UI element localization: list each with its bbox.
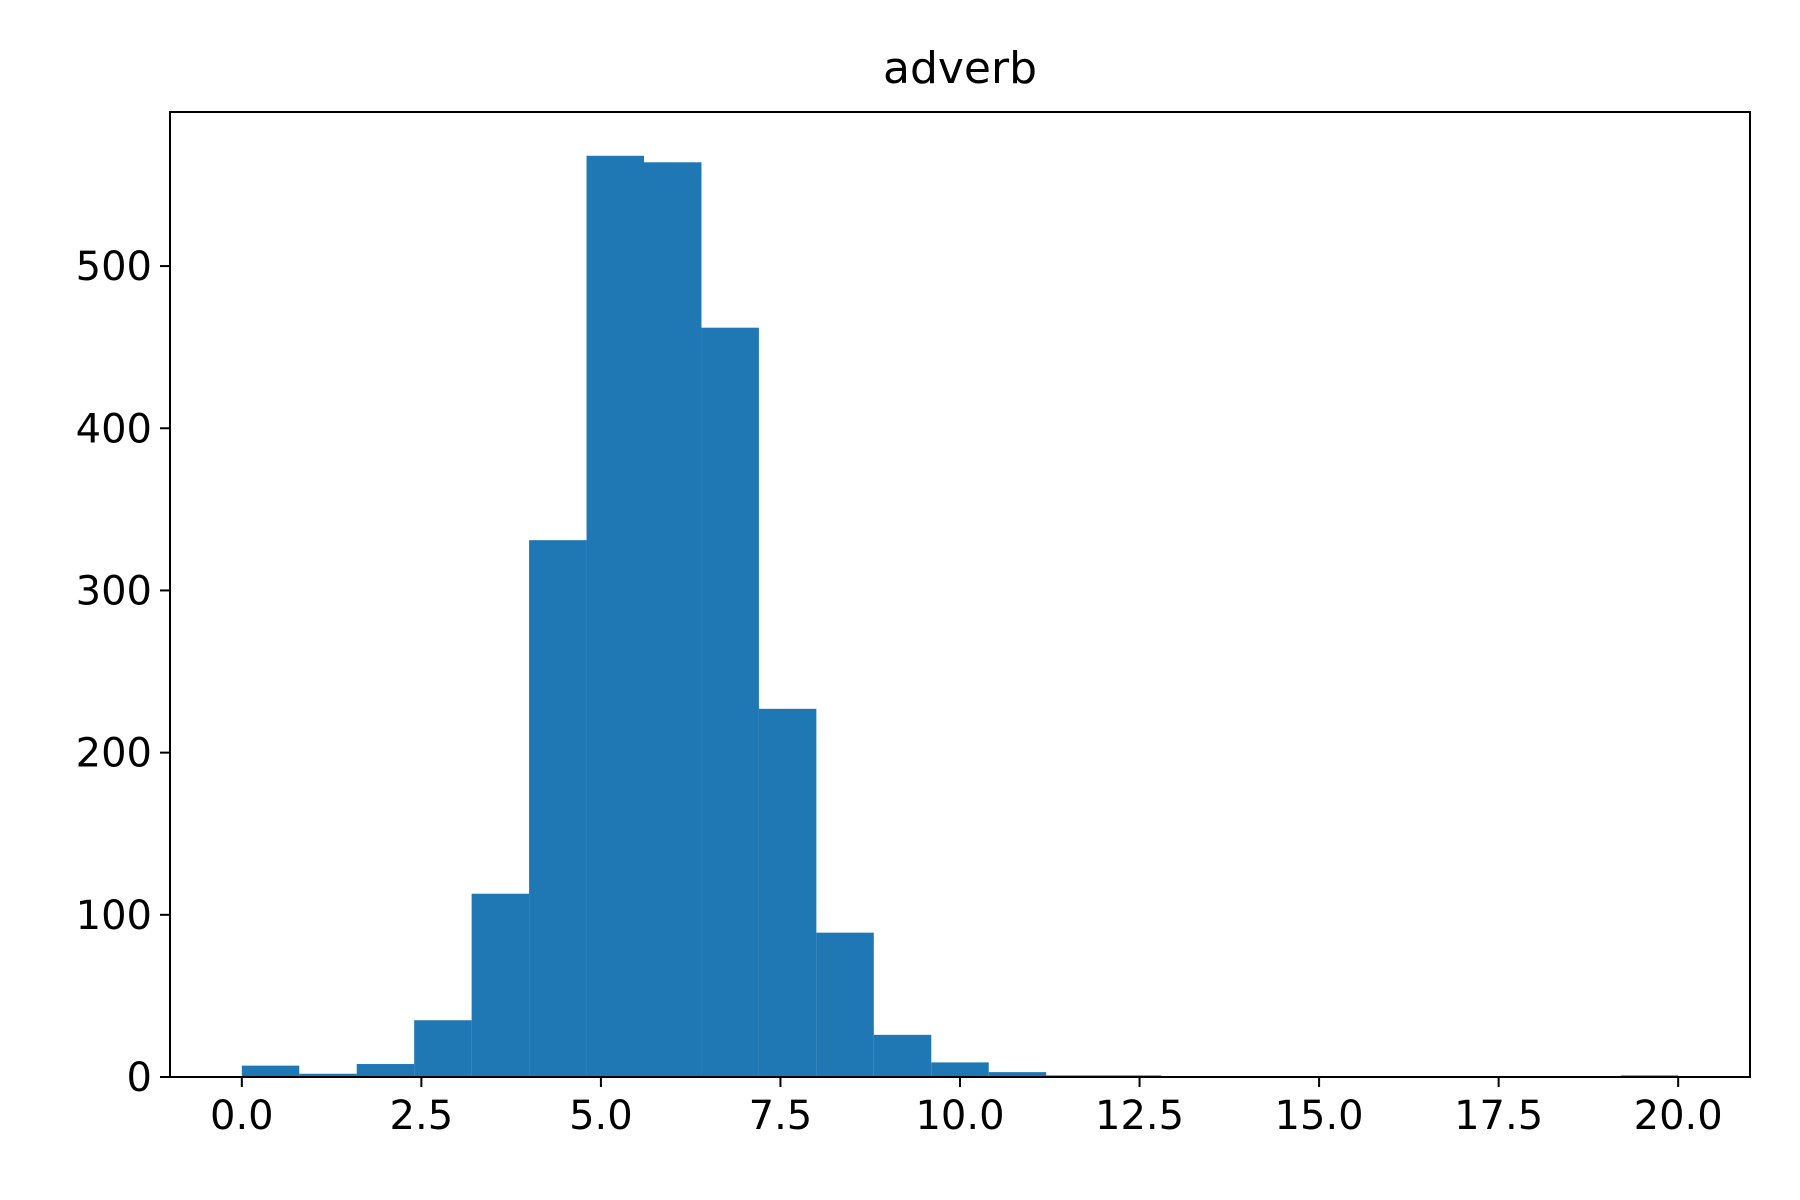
x-tick-label: 7.5	[749, 1093, 813, 1139]
y-tick-label: 0	[127, 1055, 152, 1101]
y-tick-label: 400	[76, 406, 152, 452]
x-tick-label: 12.5	[1095, 1093, 1184, 1139]
bars-group	[241, 155, 1679, 1077]
histogram-bar	[988, 1072, 1047, 1077]
histogram-bar	[644, 162, 702, 1077]
y-tick-label: 200	[76, 731, 152, 777]
x-tick-label: 10.0	[915, 1093, 1004, 1139]
histogram-bar	[873, 1034, 932, 1077]
histogram-bar	[529, 540, 587, 1077]
x-tick-label: 0.0	[210, 1093, 274, 1139]
chart-title: adverb	[883, 43, 1037, 94]
plot-area-frame	[169, 111, 1751, 1078]
histogram-bar	[299, 1073, 357, 1077]
y-tick-label: 500	[76, 244, 152, 290]
histogram-bar	[586, 155, 644, 1077]
x-tick-label: 17.5	[1454, 1093, 1543, 1139]
histogram-bar	[356, 1064, 415, 1077]
y-tick-label: 100	[76, 893, 152, 939]
y-axis: 0 100 200 300 400 500	[76, 244, 170, 1101]
x-tick-label: 5.0	[569, 1093, 633, 1139]
histogram-bar	[758, 708, 817, 1077]
x-axis: 0.0 2.5 5.0 7.5 10.0 12.5 15.0 17.5 20.0	[210, 1077, 1723, 1139]
x-tick-label: 15.0	[1275, 1093, 1364, 1139]
histogram-bar	[414, 1020, 472, 1077]
x-tick-label: 20.0	[1634, 1093, 1723, 1139]
histogram-bar	[931, 1062, 989, 1077]
histogram-bar	[816, 932, 874, 1077]
histogram-bar	[701, 327, 759, 1077]
histogram-bar	[471, 893, 530, 1077]
histogram-bar	[241, 1065, 300, 1077]
x-tick-label: 2.5	[390, 1093, 454, 1139]
y-tick-label: 300	[76, 568, 152, 614]
